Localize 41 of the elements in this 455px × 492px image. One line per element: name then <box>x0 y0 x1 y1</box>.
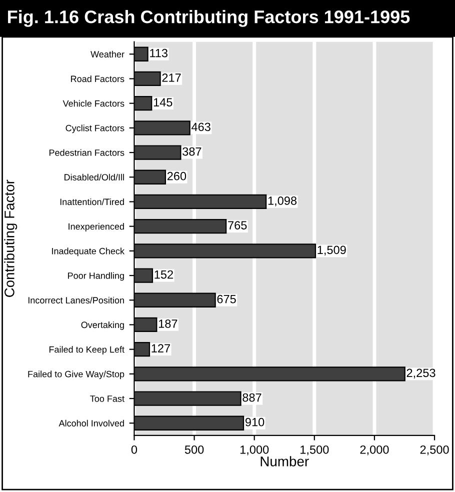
x-tick-label: 1,500 <box>300 445 329 456</box>
y-tick-label: Too Fast <box>90 396 124 402</box>
y-tick-label: Poor Handling <box>68 272 124 281</box>
data-label: 1,098 <box>268 196 297 206</box>
y-tick-label: Disabled/Old/Ill <box>64 174 124 180</box>
data-label: 1,509 <box>318 246 346 256</box>
data-label: 675 <box>217 294 236 304</box>
y-tick-label: Inadequate Check <box>52 248 125 256</box>
x-axis-title: Number <box>260 456 309 466</box>
data-label: 2,253 <box>406 368 436 378</box>
y-tick-label: Vehicle Factors <box>62 100 124 107</box>
x-tick-label: 2,000 <box>360 445 389 456</box>
y-axis-title: Contributing Factor <box>4 180 18 297</box>
data-label: 887 <box>242 393 262 402</box>
x-tick-label: 2,500 <box>420 445 449 456</box>
y-tick-label: Alcohol Involved <box>58 420 124 426</box>
data-label: 910 <box>245 418 264 426</box>
x-tick-label: 1,000 <box>240 445 269 456</box>
y-tick-label: Cyclist Factors <box>66 124 124 134</box>
y-tick-label: Inexperienced <box>68 223 124 232</box>
data-label: 145 <box>154 98 172 106</box>
data-label: 113 <box>150 48 168 58</box>
data-label: 260 <box>167 172 186 180</box>
y-tick-label: Overtaking <box>81 321 124 330</box>
data-label: 217 <box>162 74 181 82</box>
y-tick-label: Failed to Keep Left <box>49 346 124 354</box>
y-tick-label: Inattention/Tired <box>60 198 124 206</box>
data-label: 187 <box>158 320 178 328</box>
data-label: 152 <box>154 270 173 279</box>
data-label: 387 <box>182 147 202 156</box>
x-tick-label: 0 <box>131 445 138 454</box>
y-tick-label: Incorrect Lanes/Position <box>28 296 124 304</box>
data-label: 463 <box>192 122 210 132</box>
y-tick-label: Pedestrian Factors <box>49 149 124 156</box>
x-tick-label: 500 <box>184 445 204 454</box>
y-tick-label: Road Factors <box>71 75 124 82</box>
y-tick-label: Weather <box>90 50 124 58</box>
chart-title: Fig. 1.16 Crash Contributing Factors 1991-1995 <box>8 10 410 27</box>
data-label: 765 <box>228 221 247 230</box>
y-tick-label: Failed to Give Way/Stop <box>28 370 124 380</box>
data-label: 127 <box>152 344 170 352</box>
